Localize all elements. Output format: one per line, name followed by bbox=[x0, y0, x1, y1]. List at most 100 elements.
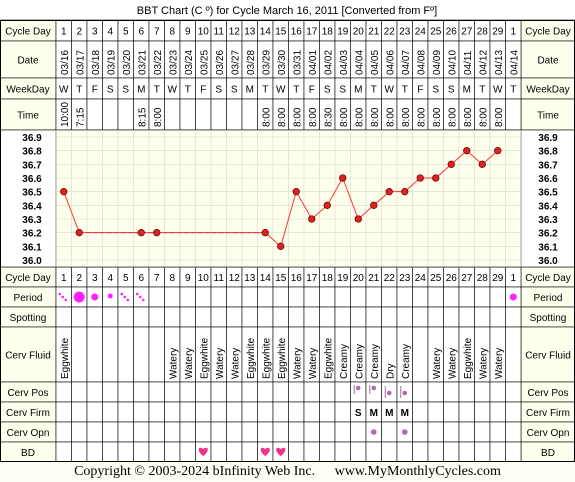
row-label-right-cday: Cycle Day bbox=[525, 27, 571, 38]
cell-firm-26 bbox=[443, 401, 460, 423]
cell-pos-14 bbox=[257, 381, 274, 403]
weekday-10: F bbox=[200, 85, 206, 96]
weekday-7: T bbox=[154, 85, 160, 96]
cell-opn-26 bbox=[443, 421, 460, 443]
period-medium-dot bbox=[509, 293, 517, 301]
cell-spot-22 bbox=[381, 306, 398, 328]
y-tick-label-left: 36.9 bbox=[22, 133, 42, 144]
cerv-fluid-27: Eggwhite bbox=[463, 337, 474, 379]
cerv-fluid-26: Watery bbox=[447, 348, 458, 379]
cycle-day-16: 16 bbox=[291, 27, 303, 38]
cell-opn-25 bbox=[427, 421, 444, 443]
cell-opn-6 bbox=[133, 421, 150, 443]
cerv-pos-high-dot bbox=[371, 385, 377, 391]
cell-bd-1 bbox=[55, 441, 72, 462]
cell-opn-11 bbox=[210, 421, 227, 443]
cell-period-9 bbox=[179, 286, 196, 308]
cycle-day-bottom-19: 19 bbox=[337, 273, 349, 284]
time-23: 8:00 bbox=[401, 107, 412, 127]
cell-time-4 bbox=[102, 98, 119, 131]
cycle-day-bottom-11: 11 bbox=[214, 273, 225, 284]
cycle-day-bottom-21: 21 bbox=[368, 273, 380, 284]
time-22: 8:00 bbox=[385, 107, 396, 127]
cell-spot-20 bbox=[350, 306, 367, 328]
cycle-day-bottom-3: 3 bbox=[92, 273, 98, 284]
cycle-day-bottom-6: 6 bbox=[138, 273, 144, 284]
cell-fluid-30 bbox=[505, 326, 522, 383]
period-spot-dot bbox=[123, 295, 127, 299]
cycle-day-2: 2 bbox=[76, 27, 82, 38]
weekday-4: S bbox=[107, 85, 114, 96]
temp-point bbox=[339, 174, 347, 182]
time-18: 8:30 bbox=[323, 107, 334, 127]
cerv-fluid-15: Eggwhite bbox=[277, 337, 288, 379]
row-label-firm: Cerv Firm bbox=[6, 408, 50, 419]
cell-firm-14 bbox=[257, 401, 274, 423]
cycle-day-22: 22 bbox=[384, 27, 396, 38]
cell-pos-1 bbox=[55, 381, 72, 403]
cell-firm-17 bbox=[303, 401, 320, 423]
cell-bd-5 bbox=[117, 441, 134, 462]
period-spot-dot bbox=[135, 292, 139, 296]
period-spot-dot bbox=[61, 295, 65, 299]
cell-bd-30 bbox=[505, 441, 522, 462]
date-30: 04/14 bbox=[509, 50, 520, 75]
cell-time-9 bbox=[179, 98, 196, 131]
cell-time-12 bbox=[226, 98, 243, 131]
cell-pos-13 bbox=[241, 381, 258, 403]
cell-pos-26 bbox=[443, 381, 460, 403]
bbt-chart-svg: BBT Chart (C º) for Cycle March 16, 2011… bbox=[0, 5, 575, 462]
cycle-day-bottom-28: 28 bbox=[477, 273, 489, 284]
cell-opn-5 bbox=[117, 421, 134, 443]
period-spot-dot bbox=[126, 298, 130, 302]
cell-spot-25 bbox=[427, 306, 444, 328]
bd-heart-icon bbox=[260, 447, 270, 456]
row-label-time: Time bbox=[17, 111, 39, 122]
cell-firm-15 bbox=[272, 401, 289, 423]
cerv-fluid-11: Watery bbox=[215, 348, 226, 379]
date-12: 03/27 bbox=[230, 50, 241, 75]
cell-bd-6 bbox=[133, 441, 150, 462]
cell-bd-3 bbox=[86, 441, 103, 462]
time-6: 8:15 bbox=[137, 107, 148, 127]
cell-spot-10 bbox=[195, 306, 212, 328]
temp-point bbox=[416, 174, 424, 182]
cell-opn-19 bbox=[334, 421, 351, 443]
row-label-right-period: Period bbox=[534, 293, 563, 304]
temp-point bbox=[478, 160, 486, 168]
cycle-day-17: 17 bbox=[306, 27, 318, 38]
cell-period-22 bbox=[381, 286, 398, 308]
cell-firm-24 bbox=[412, 401, 429, 423]
y-tick-label-left: 36.5 bbox=[22, 188, 42, 199]
cerv-fluid-20: Creamy bbox=[354, 344, 365, 379]
period-spot-dot bbox=[138, 295, 142, 299]
cycle-day-bottom-8: 8 bbox=[169, 273, 175, 284]
weekday-26: S bbox=[448, 85, 455, 96]
cell-opn-12 bbox=[226, 421, 243, 443]
cell-spot-18 bbox=[319, 306, 336, 328]
cell-spot-13 bbox=[241, 306, 258, 328]
label-cell-fluid bbox=[0, 326, 57, 383]
cell-spot-17 bbox=[303, 306, 320, 328]
cell-firm-7 bbox=[148, 401, 165, 423]
cycle-day-bottom-4: 4 bbox=[107, 273, 113, 284]
time-24: 8:00 bbox=[416, 107, 427, 127]
cell-period-27 bbox=[458, 286, 475, 308]
cell-opn-20 bbox=[350, 421, 367, 443]
site-link[interactable]: www.MyMonthlyCycles.com bbox=[334, 464, 501, 479]
weekday-18: S bbox=[324, 85, 331, 96]
cycle-day-8: 8 bbox=[169, 27, 175, 38]
time-15: 8:00 bbox=[277, 107, 288, 127]
date-8: 03/23 bbox=[168, 50, 179, 75]
cerv-opn-dot bbox=[401, 429, 408, 435]
cell-bd-7 bbox=[148, 441, 165, 462]
cycle-day-bottom-14: 14 bbox=[260, 273, 272, 284]
cell-firm-29 bbox=[489, 401, 506, 423]
cell-bd-25 bbox=[427, 441, 444, 462]
cycle-day-20: 20 bbox=[353, 27, 365, 38]
cycle-day-15: 15 bbox=[275, 27, 287, 38]
date-18: 04/02 bbox=[323, 50, 334, 75]
period-spot-dot bbox=[141, 298, 145, 302]
y-tick-label-right: 36.8 bbox=[538, 147, 558, 158]
cell-bd-22 bbox=[381, 441, 398, 462]
